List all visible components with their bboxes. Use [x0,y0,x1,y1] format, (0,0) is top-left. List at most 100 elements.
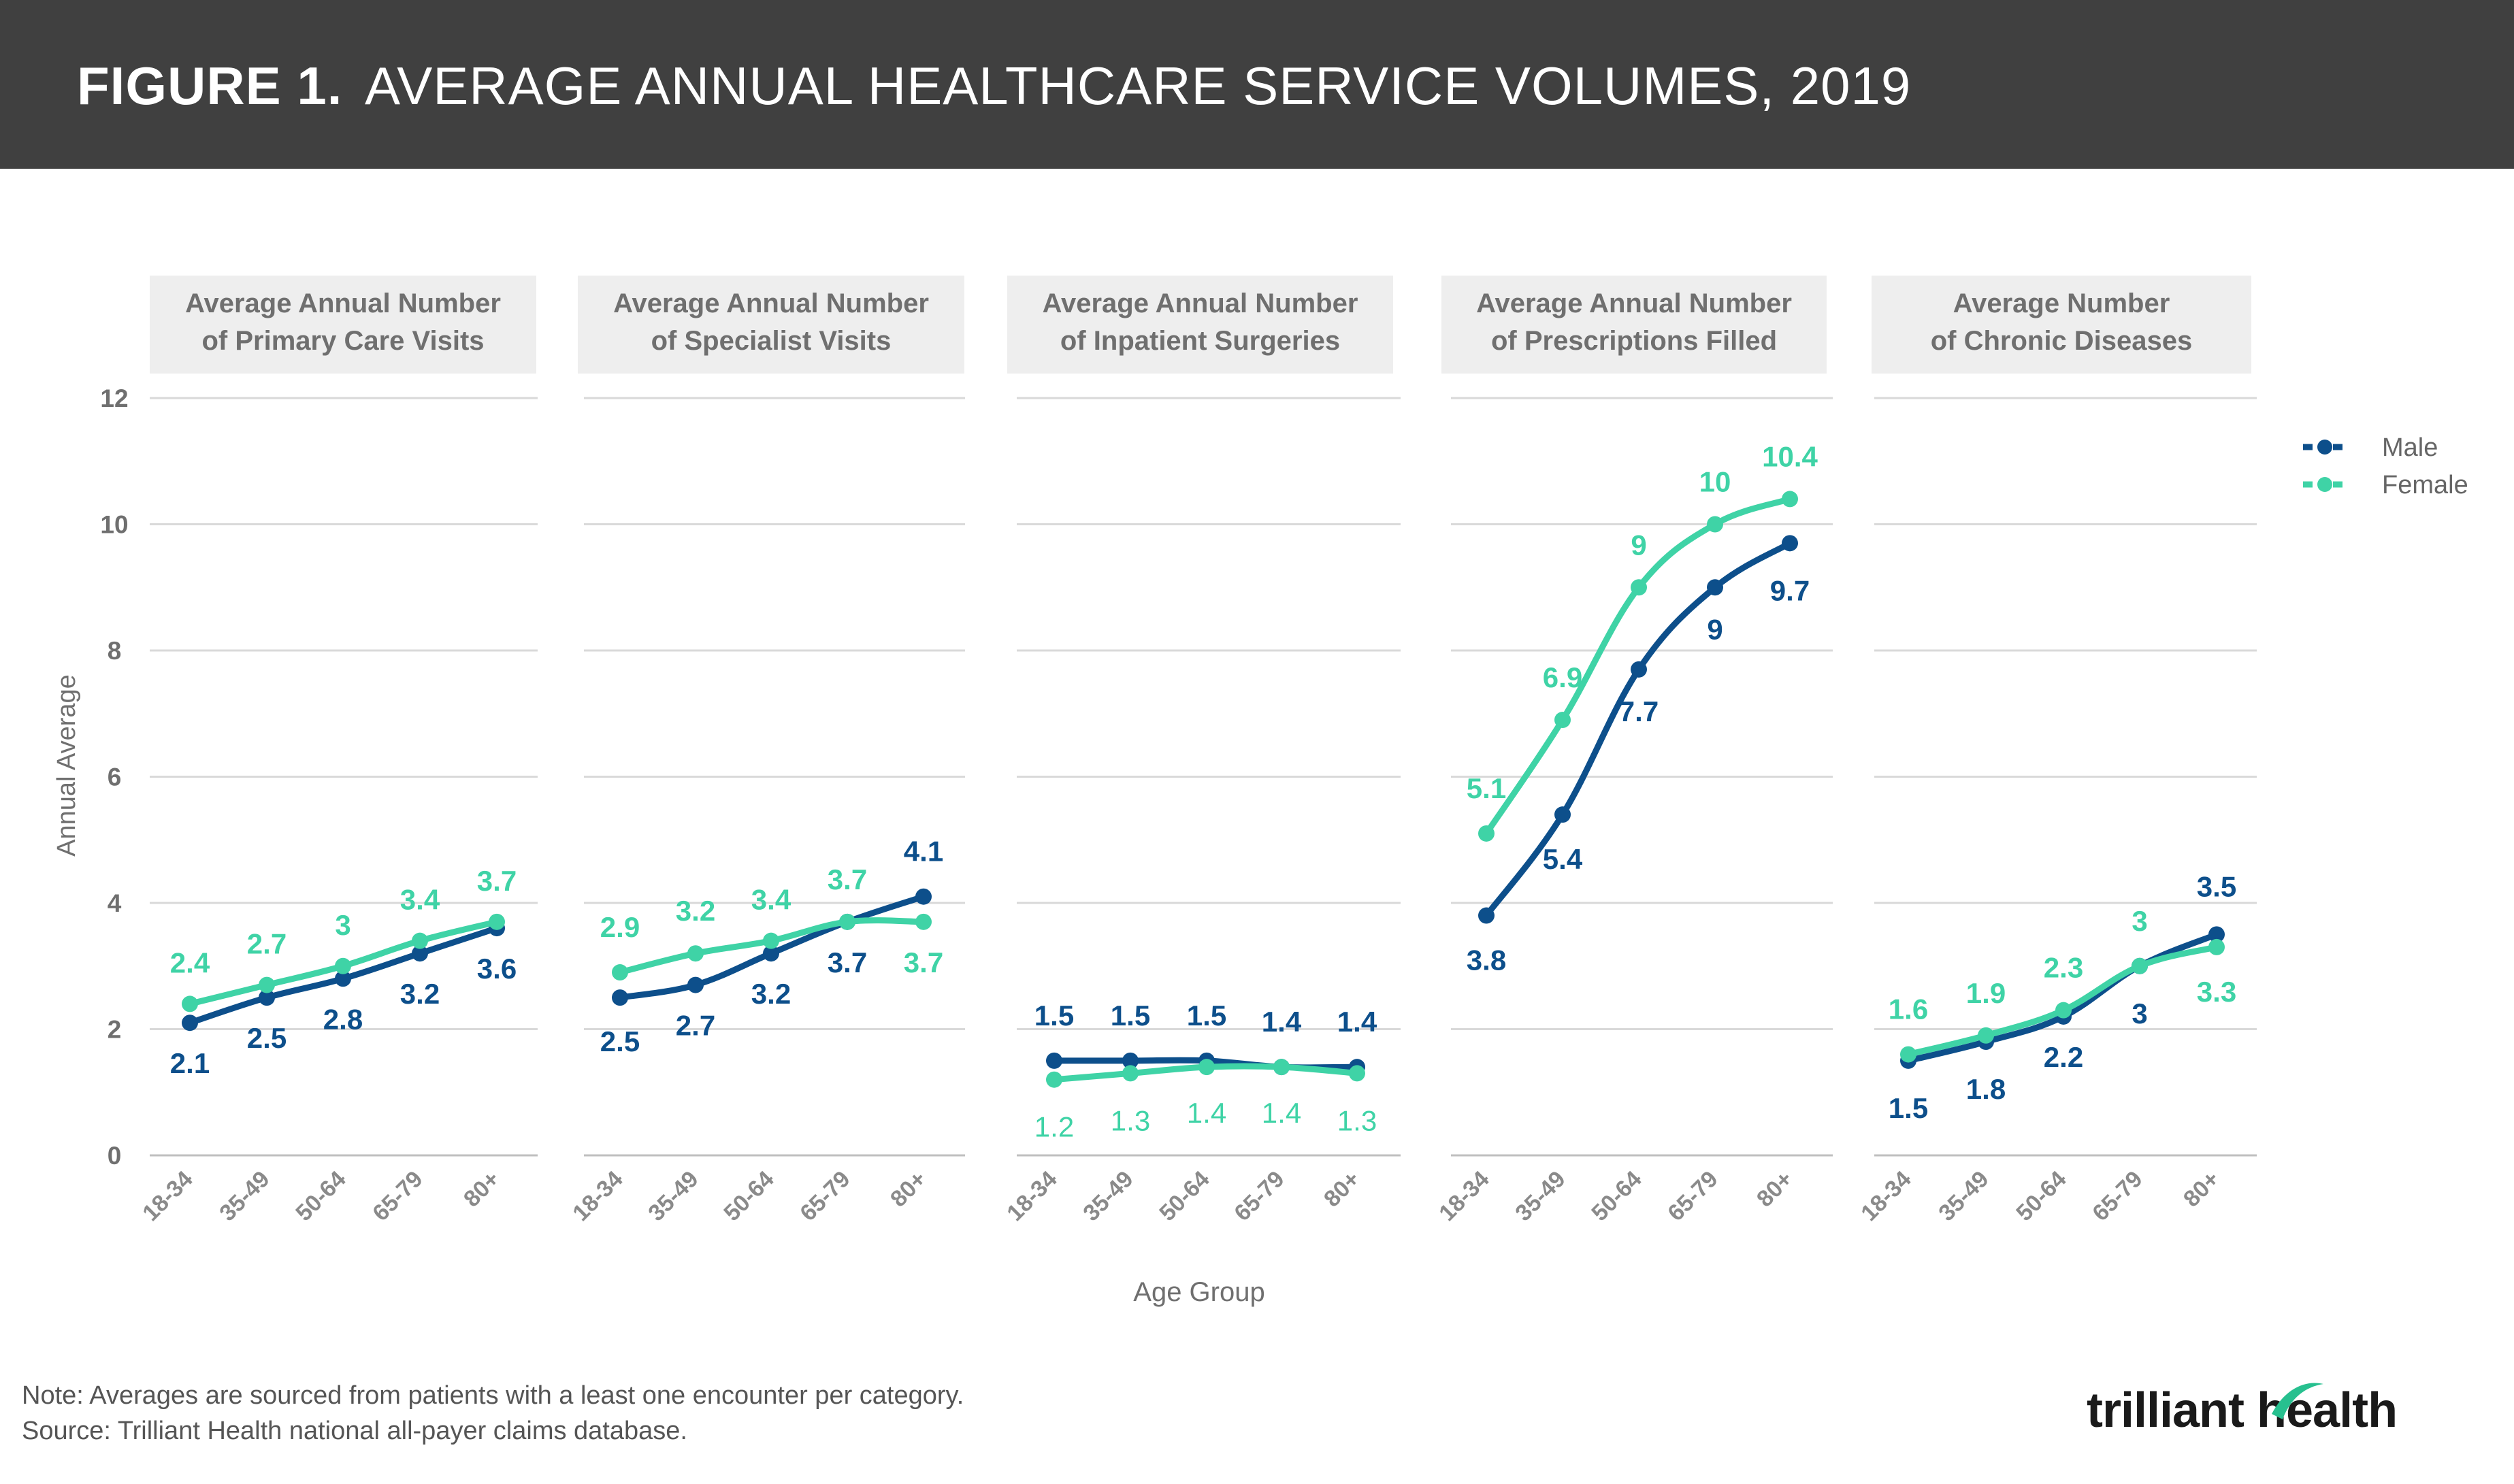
data-label-male: 1.5 [1889,1092,1928,1124]
panel-title-line2: of Prescriptions Filled [1491,326,1777,356]
data-point-male [1631,661,1647,678]
data-label-female: 1.3 [1337,1104,1377,1136]
data-label-female: 10 [1699,466,1731,498]
data-label-male: 1.5 [1187,1000,1226,1032]
data-label-female: 1.4 [1262,1097,1301,1129]
x-tick-label: 35-49 [1510,1166,1570,1226]
brand-logo: trilliant health [2087,1374,2468,1442]
x-tick-label: 50-64 [291,1166,350,1226]
panel-title-box [1872,276,2251,374]
data-point-female [2208,938,2225,955]
x-tick-label: 35-49 [1078,1166,1138,1226]
data-point-male [687,976,704,993]
data-label-male: 1.5 [1034,1000,1074,1032]
data-label-male: 2.7 [676,1010,715,1042]
panel-title-box [578,276,964,374]
series-line-female [1483,495,1793,837]
data-label-male: 3 [2132,997,2147,1029]
data-point-female [412,932,428,949]
data-point-female [1707,516,1723,533]
data-point-female [1554,712,1571,729]
x-tick-label: 50-64 [719,1166,779,1226]
data-label-male: 3.6 [477,953,517,985]
data-point-female [1900,1046,1916,1063]
data-point-female [1046,1071,1062,1088]
data-label-female: 6.9 [1543,661,1582,693]
data-label-female: 3.7 [477,865,517,897]
data-point-female [839,913,855,930]
data-label-female: 3.4 [751,884,791,916]
x-tick-label: 35-49 [214,1166,274,1226]
data-point-male [1122,1052,1139,1069]
data-point-male [612,989,628,1006]
panel-title-line1: Average Annual Number [613,288,929,318]
y-tick-label: 2 [108,1016,122,1044]
data-point-female [2132,957,2148,974]
data-label-female: 3.7 [904,946,943,978]
figure-label: FIGURE 1. [77,56,343,116]
data-point-female [182,995,198,1012]
footer-notes: Note: Averages are sourced from patients… [22,1378,964,1449]
data-point-male [335,970,351,987]
data-label-female: 10.4 [1762,440,1818,472]
brand-wordmark: trilliant health [2087,1383,2398,1438]
panel-title-line2: of Specialist Visits [651,326,892,356]
data-label-female: 9 [1631,529,1646,561]
panel-title-line1: Average Annual Number [1043,288,1358,318]
data-point-male [763,945,779,962]
data-label-male: 3.7 [828,946,867,978]
data-label-female: 3.4 [400,884,440,916]
x-tick-label: 80+ [459,1166,505,1213]
data-label-male: 2.1 [170,1047,210,1079]
data-point-female [1978,1027,1994,1044]
data-label-female: 3.2 [676,895,715,927]
footer-source: Source: Trilliant Health national all-pa… [22,1417,687,1445]
data-point-female [763,932,779,949]
panel-title-line1: Average Annual Number [1476,288,1792,318]
x-tick-label: 18-34 [1002,1166,1062,1226]
data-label-female: 3.3 [2197,976,2236,1008]
x-tick-label: 18-34 [137,1166,197,1226]
y-tick-label: 0 [108,1142,122,1170]
data-label-male: 2.2 [2044,1041,2083,1073]
data-label-male: 9.7 [1770,574,1810,606]
x-tick-label: 80+ [885,1166,932,1213]
panel-title-line2: of Chronic Diseases [1931,326,2193,356]
data-label-male: 3.5 [2197,870,2236,902]
y-tick-label: 8 [108,637,122,665]
data-label-male: 7.7 [1619,695,1659,727]
legend-marker-male [2317,440,2332,455]
data-label-male: 1.8 [1966,1073,2006,1105]
chart-area: 0 2 4 6 8 10 12 Annual Average Age Group Average … [52,276,2468,1307]
data-point-female [612,964,628,981]
panel-title-line2: of Inpatient Surgeries [1060,326,1340,356]
data-label-female: 2.3 [2044,952,2083,984]
panel-title-box [1441,276,1827,374]
data-label-female: 1.3 [1111,1104,1150,1136]
x-tick-label: 50-64 [1154,1166,1214,1226]
data-label-female: 1.2 [1034,1111,1074,1143]
data-label-male: 1.5 [1111,1000,1150,1032]
y-tick-label: 10 [100,511,128,539]
panel-title-line2: of Primary Care Visits [201,326,484,356]
y-axis-label: Annual Average [52,674,81,857]
data-label-female: 1.4 [1187,1097,1226,1129]
legend-marker-female [2317,477,2332,492]
data-point-female [489,913,505,930]
x-tick-label: 80+ [1319,1166,1365,1213]
data-label-male: 2.8 [323,1003,363,1035]
data-label-female: 3 [335,909,350,941]
x-tick-label: 18-34 [1434,1166,1494,1226]
x-tick-label: 35-49 [643,1166,703,1226]
data-label-female: 3.7 [828,863,867,895]
data-point-female [915,913,932,930]
data-point-female [2055,1002,2072,1019]
x-tick-label: 35-49 [1933,1166,1993,1226]
data-point-female [687,945,704,962]
panel-title-line1: Average Annual Number [185,288,501,318]
data-label-female: 2.7 [247,928,287,960]
data-point-female [1631,579,1647,596]
data-point-female [1198,1059,1215,1076]
data-point-male [1782,535,1798,552]
swoosh-icon [2272,1383,2323,1419]
